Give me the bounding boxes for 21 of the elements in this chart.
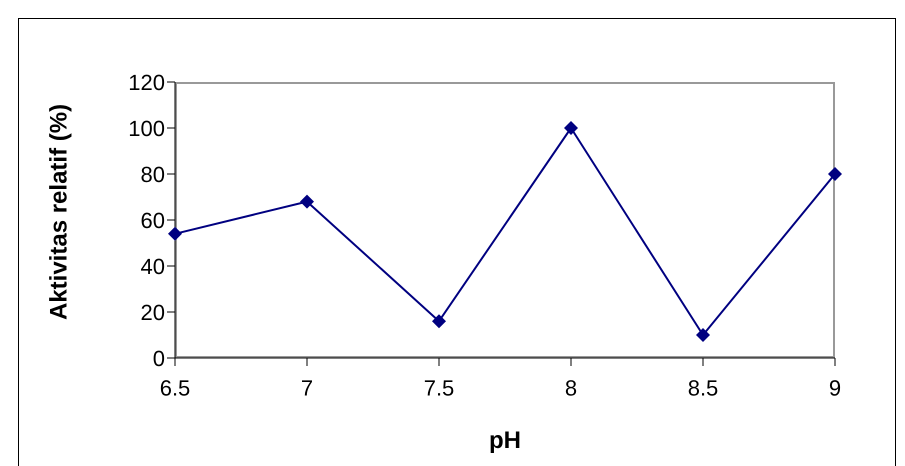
x-tick-label: 7 [300, 376, 314, 401]
x-tick-label: 9 [828, 376, 842, 401]
x-axis-title: pH [489, 427, 521, 454]
point [168, 226, 182, 241]
x-tick-label: 8.5 [688, 376, 718, 401]
y-tick-label: 80 [140, 162, 165, 187]
x-tick-label: 8 [564, 376, 578, 401]
point [300, 194, 314, 209]
y-tick-label: 120 [128, 70, 165, 95]
point [564, 121, 578, 135]
y-tick-label: 0 [152, 346, 165, 371]
point [432, 314, 446, 328]
point [828, 167, 842, 181]
y-tick-label: 60 [140, 208, 165, 233]
y-axis-title: Aktivitas relatif (%) [46, 104, 73, 320]
point [696, 328, 710, 342]
x-tick-label: 7.5 [424, 376, 454, 401]
x-tick-label: 6.5 [160, 376, 190, 401]
y-tick-label: 40 [140, 254, 165, 279]
y-tick-label: 100 [128, 116, 165, 141]
y-tick-label: 20 [140, 300, 165, 325]
